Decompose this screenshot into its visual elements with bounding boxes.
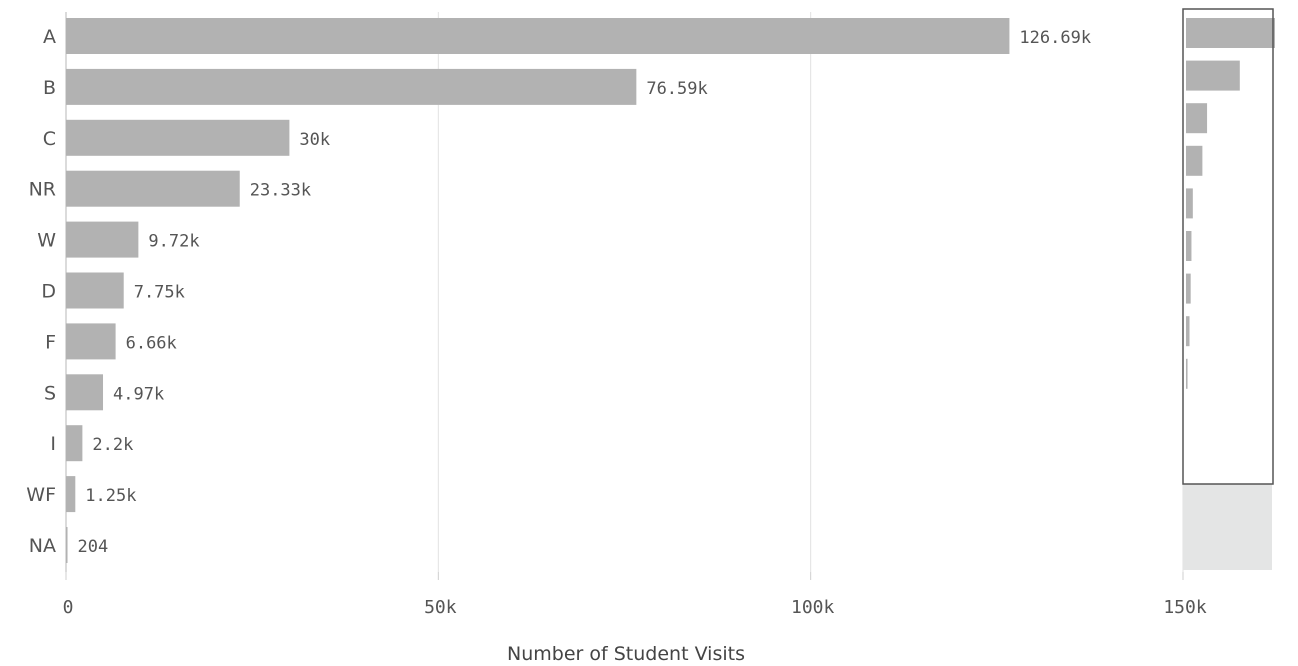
category-label: W <box>37 230 56 252</box>
bar-a[interactable] <box>66 18 1010 54</box>
data-label: 1.25k <box>85 486 136 506</box>
overview-bar <box>1186 18 1275 48</box>
x-tick-labels: 0 50k 100k 150k <box>63 597 1207 618</box>
category-label: A <box>43 26 56 48</box>
data-label: 2.2k <box>92 435 133 455</box>
data-label: 6.66k <box>126 333 177 353</box>
bar-nr[interactable] <box>66 170 240 207</box>
overview-bar <box>1186 316 1190 347</box>
x-axis-title: Number of Student Visits <box>507 643 745 665</box>
overview-bar <box>1186 231 1192 261</box>
bar-na[interactable] <box>66 527 68 563</box>
bar-f[interactable] <box>66 323 116 360</box>
category-label: F <box>45 331 56 353</box>
bar-c[interactable] <box>66 119 290 156</box>
data-label: 126.69k <box>1019 28 1091 48</box>
overview-unselected-region <box>1183 484 1272 570</box>
category-label: S <box>44 382 56 404</box>
category-label: B <box>43 77 56 99</box>
data-label: 9.72k <box>148 232 199 252</box>
category-labels: A B C NR W D F S I WF NA <box>26 26 56 557</box>
category-label: I <box>50 433 56 455</box>
bar-s[interactable] <box>66 374 104 411</box>
category-label: C <box>43 128 56 150</box>
overview-bar <box>1186 145 1203 176</box>
category-label: D <box>41 281 56 303</box>
overview-bar <box>1186 188 1193 219</box>
bar-d[interactable] <box>66 272 124 309</box>
data-label: 23.33k <box>250 181 311 201</box>
data-label: 30k <box>299 130 330 150</box>
overview-bar <box>1186 60 1240 91</box>
x-tick-label: 0 <box>63 597 74 618</box>
bar-w[interactable] <box>66 221 139 258</box>
overview-bar <box>1186 273 1191 304</box>
x-tick-label: 150k <box>1163 597 1207 618</box>
data-label: 76.59k <box>646 79 707 99</box>
bar-wf[interactable] <box>66 476 76 513</box>
value-labels: 126.69k 76.59k 30k 23.33k 9.72k 7.75k 6.66k 4.9… <box>78 28 1092 557</box>
bars <box>66 18 1010 563</box>
overview-brush[interactable] <box>1182 8 1274 485</box>
bar-b[interactable] <box>66 68 637 105</box>
overview-bar <box>1186 358 1188 389</box>
bar-i[interactable] <box>66 425 83 462</box>
data-label: 4.97k <box>113 384 164 404</box>
overview-bar <box>1186 103 1208 134</box>
x-tick-label: 50k <box>424 597 457 618</box>
x-tick-label: 100k <box>791 597 835 618</box>
data-label: 204 <box>78 537 109 557</box>
overview-minimap[interactable] <box>1182 8 1275 570</box>
category-label: WF <box>26 484 56 506</box>
category-label: NR <box>29 179 56 201</box>
data-label: 7.75k <box>134 283 185 303</box>
category-label: NA <box>29 535 56 557</box>
